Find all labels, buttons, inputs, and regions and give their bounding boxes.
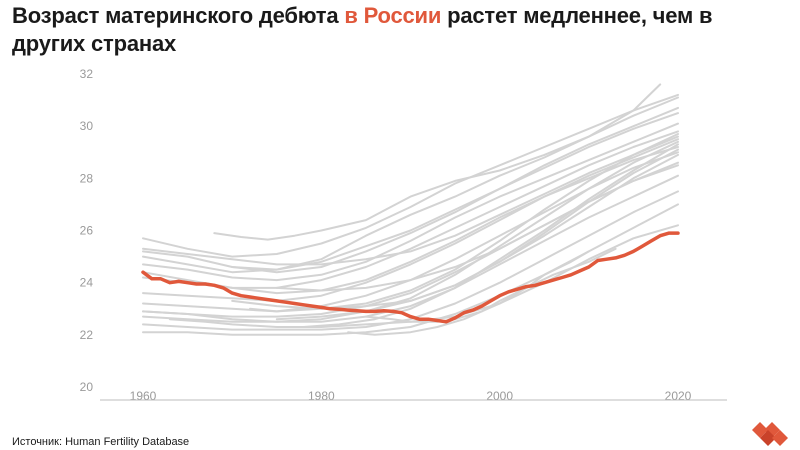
country-series-line (142, 190, 679, 331)
y-tick-label: 20 (80, 380, 94, 394)
source-note: Источник: Human Fertility Database (12, 436, 190, 448)
y-tick-label: 30 (80, 119, 94, 133)
y-tick-label: 26 (80, 224, 94, 238)
y-tick-label: 22 (80, 328, 94, 342)
x-tick-label: 1980 (308, 389, 335, 403)
red-hearts-logo-icon (752, 422, 788, 446)
russia-series (141, 231, 680, 324)
russia-series-line (141, 231, 680, 324)
country-series-line (142, 135, 679, 266)
country-series-line (142, 122, 679, 282)
country-series-line (142, 112, 679, 274)
country-series-line (213, 96, 679, 241)
y-tick-label: 32 (80, 67, 94, 81)
country-series-line (142, 161, 679, 318)
title-highlight: в России (344, 3, 442, 28)
y-tick-label: 24 (80, 276, 94, 290)
country-series-line (142, 174, 679, 323)
country-series-line (142, 140, 679, 323)
country-series-line (275, 164, 679, 292)
x-tick-label: 1960 (130, 389, 157, 403)
country-series-line (231, 106, 679, 274)
title-part-2: растет медленнее, чем в других странах (12, 3, 713, 56)
other-countries-series (142, 83, 679, 336)
country-series-line (142, 93, 679, 258)
x-tick-label: 2000 (486, 389, 513, 403)
chart-title: Возраст материнского дебюта в России рас… (12, 2, 752, 58)
title-part-1: Возраст материнского дебюта (12, 3, 345, 28)
country-series-line (142, 146, 679, 295)
x-tick-label: 2020 (665, 389, 692, 403)
country-series-line (302, 143, 679, 328)
x-axis-ticks: 1960 1980 2000 2020 (130, 389, 692, 403)
country-series-line (142, 138, 679, 302)
y-axis-ticks: 20 22 24 26 28 30 32 (80, 67, 94, 394)
country-series-line (168, 224, 679, 328)
y-tick-label: 28 (80, 171, 94, 185)
